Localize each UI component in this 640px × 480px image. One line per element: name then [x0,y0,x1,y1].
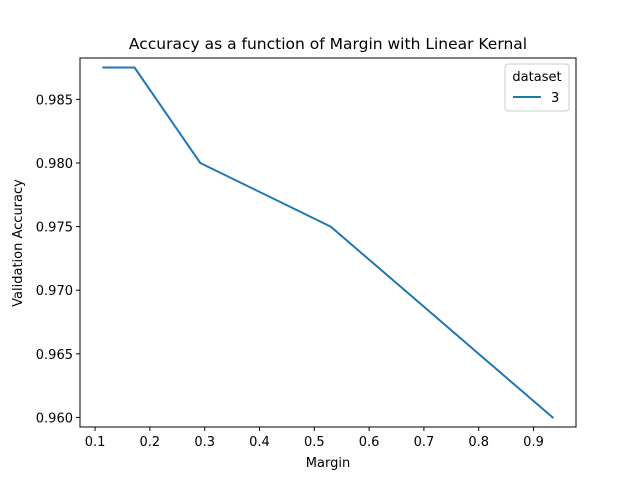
x-axis-label: Margin [306,456,350,471]
x-tick-label: 0.6 [359,435,380,450]
x-tick-label: 0.9 [523,435,544,450]
x-tick-label: 0.1 [85,435,106,450]
y-axis-label: Validation Accuracy [11,179,26,307]
y-tick-label: 0.970 [36,284,73,299]
x-tick-label: 0.5 [304,435,325,450]
x-tick-label: 0.2 [140,435,161,450]
y-tick-label: 0.960 [36,411,73,426]
x-tick-label: 0.3 [194,435,215,450]
x-tick-label: 0.4 [249,435,270,450]
y-tick-label: 0.985 [36,93,73,108]
plot-frame [79,57,577,428]
series-layer [102,66,555,419]
x-axis: 0.1 0.2 0.3 0.4 0.5 0.6 0.7 0.8 0.9 [85,427,544,450]
chart-title: Accuracy as a function of Margin with Li… [129,35,527,53]
x-tick-label: 0.7 [414,435,435,450]
plot-area [79,57,577,428]
legend: dataset 3 [504,63,570,112]
legend-frame [504,63,570,112]
series-line-3 [102,66,555,419]
legend-label-3: 3 [551,91,559,106]
y-tick-label: 0.980 [36,157,73,172]
y-axis: 0.960 0.965 0.970 0.975 0.980 0.985 [36,93,80,426]
y-tick-label: 0.975 [36,221,73,236]
legend-title: dataset [512,70,561,85]
y-tick-label: 0.965 [36,348,73,363]
x-tick-label: 0.8 [468,435,489,450]
